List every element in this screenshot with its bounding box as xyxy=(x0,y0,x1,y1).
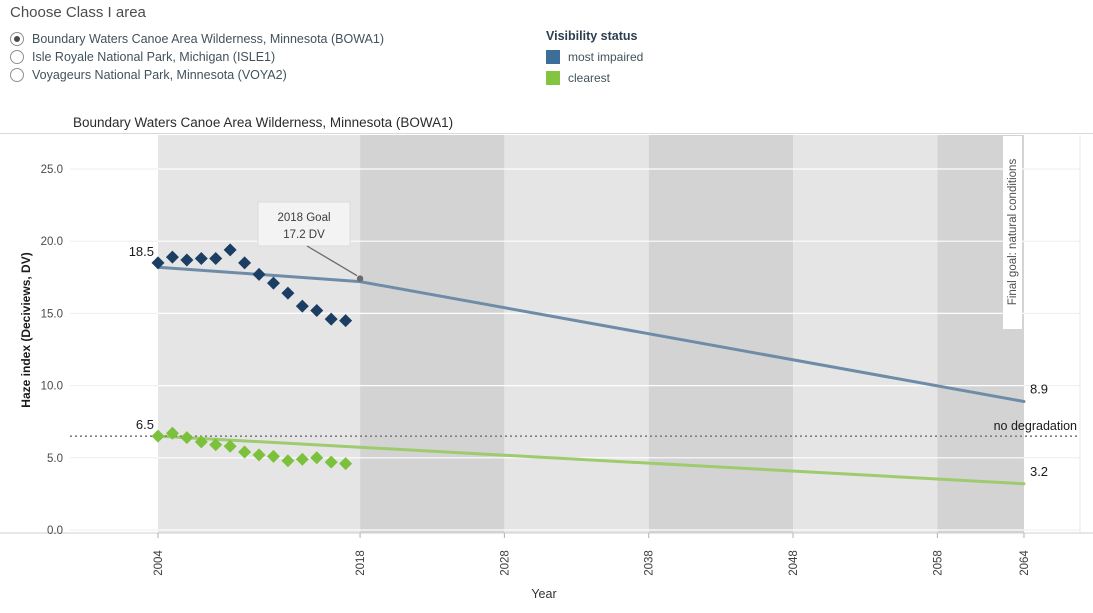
y-axis-title: Haze index (Deciviews, DV) xyxy=(19,252,33,407)
data-point-most-impaired[interactable] xyxy=(266,276,280,290)
data-point-most-impaired[interactable] xyxy=(194,252,208,266)
data-point-most-impaired[interactable] xyxy=(238,256,252,270)
data-point-clearest[interactable] xyxy=(238,445,252,459)
x-tick-label-2058: 2058 xyxy=(932,550,944,576)
data-point-most-impaired[interactable] xyxy=(165,250,179,264)
y-tick-label-10.0: 10.0 xyxy=(41,381,63,393)
radio-option-voya2[interactable]: Voyageurs National Park, Minnesota (VOYA… xyxy=(10,66,384,84)
legend-item-clearest[interactable]: clearest xyxy=(546,71,643,85)
selector-title: Choose Class I area xyxy=(10,4,146,21)
x-axis-title: Year xyxy=(531,587,556,601)
start-value-label-clearest: 6.5 xyxy=(136,417,154,432)
final-goal-label: Final goal: natural conditions xyxy=(1007,159,1019,306)
data-point-clearest[interactable] xyxy=(281,454,295,468)
annotation-text-line1: 2018 Goal xyxy=(277,212,330,224)
data-point-clearest[interactable] xyxy=(310,451,324,465)
final-goal-label-bg xyxy=(1003,136,1022,329)
y-tick-label-5.0: 5.0 xyxy=(47,453,63,465)
data-point-most-impaired[interactable] xyxy=(310,304,324,318)
plot-band-2028 xyxy=(504,135,649,533)
end-value-label-most-impaired: 8.9 xyxy=(1030,381,1048,396)
start-value-label-most-impaired: 18.5 xyxy=(129,244,154,259)
x-tick-label-2048: 2048 xyxy=(788,550,800,576)
annotation-text-line2: 17.2 DV xyxy=(283,229,325,241)
data-point-clearest[interactable] xyxy=(295,452,309,466)
radio-button-bowa1[interactable] xyxy=(10,32,24,46)
radio-label-isle1: Isle Royale National Park, Michigan (ISL… xyxy=(32,50,276,64)
y-tick-label-0.0: 0.0 xyxy=(47,525,63,537)
plot-band-2048 xyxy=(793,135,938,533)
plot-band-2018 xyxy=(360,135,505,533)
x-tick-label-2064: 2064 xyxy=(1019,550,1031,576)
end-value-label-clearest: 3.2 xyxy=(1030,464,1048,479)
x-tick-label-2018: 2018 xyxy=(355,550,367,576)
data-point-most-impaired[interactable] xyxy=(281,286,295,300)
visibility-status-legend: Visibility status most impaired clearest xyxy=(546,29,643,92)
data-point-clearest[interactable] xyxy=(165,426,179,440)
y-tick-label-15.0: 15.0 xyxy=(41,308,63,320)
radio-label-voya2: Voyageurs National Park, Minnesota (VOYA… xyxy=(32,68,287,82)
data-point-most-impaired[interactable] xyxy=(151,256,165,270)
panel-divider xyxy=(0,133,1093,134)
annotation-connector xyxy=(306,245,358,277)
x-tick-label-2038: 2038 xyxy=(644,550,656,576)
legend-title: Visibility status xyxy=(546,29,638,43)
x-tick-label-2004: 2004 xyxy=(153,550,165,576)
legend-item-most-impaired[interactable]: most impaired xyxy=(546,50,643,64)
annotation-box[interactable] xyxy=(257,201,351,247)
radio-option-bowa1[interactable]: Boundary Waters Canoe Area Wilderness, M… xyxy=(10,30,384,48)
data-point-most-impaired[interactable] xyxy=(339,314,353,328)
data-point-most-impaired[interactable] xyxy=(324,312,338,326)
radio-option-isle1[interactable]: Isle Royale National Park, Michigan (ISL… xyxy=(10,48,384,66)
radio-label-bowa1: Boundary Waters Canoe Area Wilderness, M… xyxy=(32,32,384,46)
data-point-most-impaired[interactable] xyxy=(252,267,266,281)
radio-button-isle1[interactable] xyxy=(10,50,24,64)
y-tick-label-20.0: 20.0 xyxy=(41,236,63,248)
data-point-most-impaired[interactable] xyxy=(209,252,223,266)
data-point-clearest[interactable] xyxy=(180,431,194,445)
data-point-clearest[interactable] xyxy=(194,435,208,449)
data-point-most-impaired[interactable] xyxy=(180,253,194,267)
data-point-clearest[interactable] xyxy=(266,449,280,463)
x-tick-label-2028: 2028 xyxy=(499,550,511,576)
no-degradation-label: no degradation xyxy=(994,419,1077,433)
data-point-clearest[interactable] xyxy=(151,429,165,443)
legend-swatch-most-impaired xyxy=(546,50,560,64)
data-point-most-impaired[interactable] xyxy=(295,299,309,313)
data-point-clearest[interactable] xyxy=(252,448,266,462)
data-point-most-impaired[interactable] xyxy=(223,243,237,257)
plot-band-2038 xyxy=(648,135,794,533)
class-area-selector: Choose Class I area Boundary Waters Cano… xyxy=(10,4,384,84)
data-point-clearest[interactable] xyxy=(223,439,237,453)
legend-swatch-clearest xyxy=(546,71,560,85)
plot-band-2004 xyxy=(158,135,361,533)
legend-label-most-impaired: most impaired xyxy=(568,50,644,64)
y-tick-label-25.0: 25.0 xyxy=(41,164,63,176)
data-point-clearest[interactable] xyxy=(324,455,338,469)
data-point-clearest[interactable] xyxy=(339,457,353,471)
data-point-clearest[interactable] xyxy=(209,438,223,452)
annotation-dot xyxy=(356,275,364,282)
glide-path-clearest[interactable] xyxy=(156,434,1026,486)
chart-title: Boundary Waters Canoe Area Wilderness, M… xyxy=(73,115,454,130)
radio-button-voya2[interactable] xyxy=(10,68,24,82)
legend-label-clearest: clearest xyxy=(568,71,611,85)
